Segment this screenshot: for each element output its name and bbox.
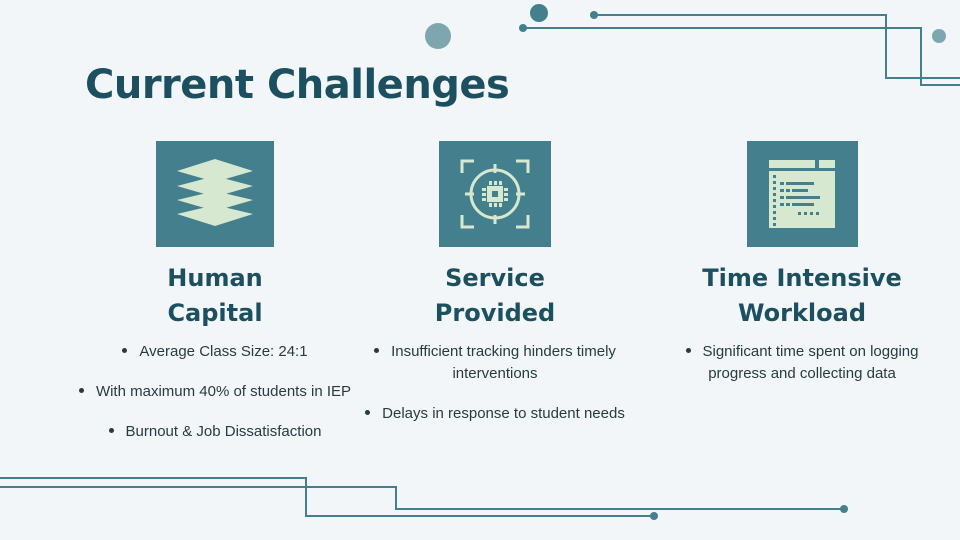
challenge-card-time-intensive-workload: Time Intensive Workload Significant time… xyxy=(652,141,952,403)
card-heading: Human Capital xyxy=(65,261,365,331)
bullet-dot-icon xyxy=(78,387,84,393)
bullet-text: Average Class Size: 24:1 xyxy=(139,343,308,360)
bullet-text: Delays in response to student needs xyxy=(382,405,625,422)
bullet-dot-icon xyxy=(685,347,691,353)
bullet-list: Significant time spent on logging progre… xyxy=(652,341,952,385)
challenge-card-service-provided: Service Provided Insufficient tracking h… xyxy=(345,141,645,443)
bullet-item: With maximum 40% of students in IEP xyxy=(65,381,365,403)
icon-tile xyxy=(156,141,274,247)
target-crosshair-icon xyxy=(460,159,530,229)
bullet-text: Insufficient tracking hinders timely int… xyxy=(391,343,616,382)
page-title: Current Challenges xyxy=(85,62,510,108)
heading-line: Service xyxy=(445,264,545,292)
bullet-list: Average Class Size: 24:1 With maximum 40… xyxy=(65,341,365,443)
heading-line: Provided xyxy=(434,299,556,327)
challenge-card-human-capital: Human Capital Average Class Size: 24:1 W… xyxy=(65,141,365,461)
heading-line: Human xyxy=(167,264,263,292)
bullet-item: Average Class Size: 24:1 xyxy=(65,341,365,363)
card-heading: Time Intensive Workload xyxy=(652,261,952,331)
bullet-item: Delays in response to student needs xyxy=(345,403,645,425)
layers-icon xyxy=(177,159,253,226)
bullet-item: Insufficient tracking hinders timely int… xyxy=(345,341,645,385)
heading-line: Capital xyxy=(167,299,263,327)
icon-tile xyxy=(439,141,551,247)
icon-tile xyxy=(746,141,858,247)
bullet-text: With maximum 40% of students in IEP xyxy=(95,383,352,400)
bullet-dot-icon xyxy=(365,409,371,415)
card-heading: Service Provided xyxy=(345,261,645,331)
bullet-dot-icon xyxy=(108,427,114,433)
bullet-dot-icon xyxy=(374,347,380,353)
bullet-item: Significant time spent on logging progre… xyxy=(652,341,952,385)
bullet-dot-icon xyxy=(122,347,128,353)
bullet-item: Burnout & Job Dissatisfaction xyxy=(65,421,365,443)
document-window-icon xyxy=(769,160,835,228)
bullet-text: Burnout & Job Dissatisfaction xyxy=(125,423,322,440)
heading-line: Time Intensive xyxy=(702,264,902,292)
bullet-text: Significant time spent on logging progre… xyxy=(702,343,919,382)
bullet-list: Insufficient tracking hinders timely int… xyxy=(345,341,645,425)
heading-line: Workload xyxy=(738,299,866,327)
